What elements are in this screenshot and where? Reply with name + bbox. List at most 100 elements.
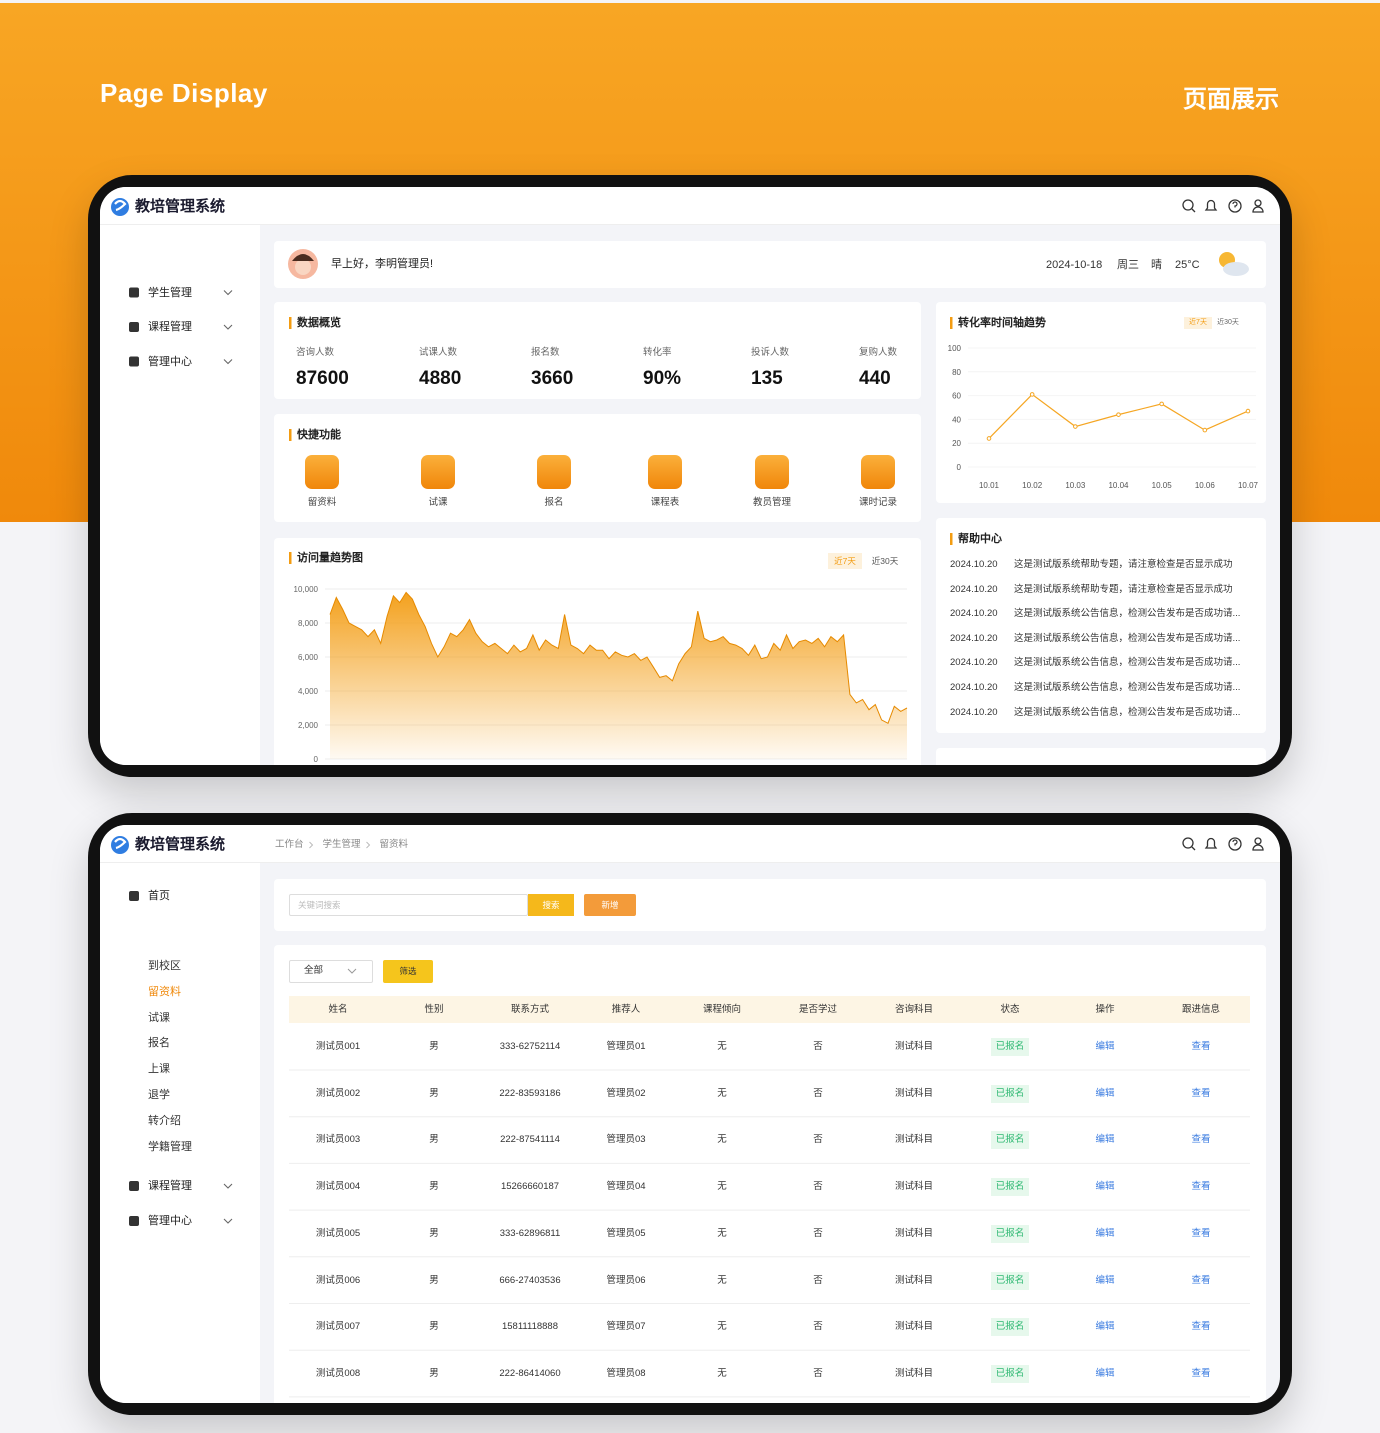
table-cell: 222-87541114	[500, 1134, 560, 1146]
table-cell: 男	[429, 1367, 439, 1379]
submenu-item[interactable]: 上课	[148, 1063, 170, 1076]
help-text[interactable]: 这是测试版系统帮助专题，请注意检查是否显示成功	[1014, 559, 1233, 570]
table-cell: 222-86414060	[499, 1367, 561, 1379]
action-link[interactable]: 查看	[1191, 1181, 1211, 1193]
table-cell: 否	[813, 1274, 823, 1286]
stat-label: 报名数	[531, 347, 560, 358]
menu-item[interactable]: 首页	[148, 252, 170, 264]
quick-label[interactable]: 课时记录	[858, 497, 897, 508]
quick-label[interactable]: 留资料	[307, 497, 337, 508]
card-title: 帮助中心	[958, 533, 1002, 545]
weekday: 周三	[1117, 259, 1139, 271]
weather: 晴	[1151, 259, 1162, 271]
help-date: 2024.10.20	[950, 657, 998, 669]
table-cell: 测试员003	[315, 1134, 361, 1146]
search-input[interactable]	[289, 894, 528, 916]
range-option[interactable]: 近30天	[871, 556, 899, 566]
stat-value: 3660	[531, 368, 574, 389]
action-link[interactable]: 查看	[1191, 1367, 1211, 1379]
action-link[interactable]: 编辑	[1095, 1321, 1115, 1333]
help-date: 2024.10.20	[950, 682, 998, 693]
status-tag: 已报名	[991, 1271, 1029, 1290]
action-link[interactable]: 编辑	[1095, 1041, 1115, 1052]
help-date: 2024.10.20	[950, 706, 998, 718]
action-link[interactable]: 查看	[1191, 1087, 1211, 1099]
table-cell: 男	[429, 1181, 439, 1193]
status-tag: 已报名	[991, 1131, 1029, 1150]
action-link[interactable]: 编辑	[1095, 1087, 1115, 1099]
table-cell: 无	[717, 1134, 727, 1146]
breadcrumb[interactable]: 留资料	[379, 839, 409, 850]
action-link[interactable]: 查看	[1191, 1321, 1211, 1333]
quick-icon[interactable]	[421, 455, 455, 489]
quick-label[interactable]: 教员管理	[752, 497, 791, 508]
menu-item[interactable]: 学生管理	[148, 286, 192, 299]
stat-label: 试课人数	[419, 347, 458, 358]
table-cell: 管理员08	[606, 1367, 646, 1379]
table-cell: 333-62896811	[499, 1227, 561, 1239]
card	[936, 748, 1266, 765]
submenu-item[interactable]: 转介绍	[148, 1114, 181, 1127]
range-option[interactable]: 近30天	[1217, 319, 1239, 326]
quick-icon[interactable]	[755, 455, 789, 489]
range-option[interactable]: 近7天	[1184, 317, 1212, 329]
range-option[interactable]: 近7天	[828, 553, 862, 569]
action-link[interactable]: 查看	[1191, 1134, 1211, 1146]
table-cell: 管理员05	[606, 1227, 646, 1239]
quick-label[interactable]: 课程表	[650, 497, 680, 508]
table-cell: 测试员004	[315, 1181, 361, 1193]
status-tag: 已报名	[991, 1084, 1029, 1103]
action-link[interactable]: 编辑	[1095, 1227, 1115, 1239]
quick-label[interactable]: 试课	[428, 497, 448, 508]
status-tag: 已报名	[991, 1364, 1029, 1383]
table-cell: 测试科目	[894, 1227, 933, 1239]
stat-value: 440	[859, 368, 891, 389]
card	[274, 414, 921, 522]
table-cell: 测试科目	[894, 1087, 933, 1099]
table-cell: 管理员02	[606, 1087, 646, 1099]
column-header: 性别	[424, 1004, 444, 1015]
top-bar	[100, 825, 1280, 863]
table-cell: 15266660187	[500, 1181, 560, 1193]
top-bar	[100, 187, 1280, 225]
page-title-cn: 页面展示	[1183, 86, 1279, 113]
action-link[interactable]: 编辑	[1095, 1181, 1115, 1193]
quick-icon[interactable]	[537, 455, 571, 489]
table-cell: 管理员04	[606, 1181, 646, 1193]
column-header: 操作	[1095, 1004, 1115, 1015]
add-button[interactable]: 新增	[584, 894, 636, 916]
action-link[interactable]: 查看	[1191, 1041, 1211, 1052]
stat-label: 咨询人数	[296, 347, 335, 358]
quick-icon[interactable]	[305, 455, 339, 489]
table-cell: 无	[717, 1274, 727, 1286]
filter-select[interactable]	[289, 960, 373, 983]
menu-item[interactable]: 学生管理	[148, 924, 192, 936]
action-link[interactable]: 查看	[1191, 1227, 1211, 1239]
quick-icon[interactable]	[648, 455, 682, 489]
column-header: 姓名	[328, 1004, 348, 1015]
help-text[interactable]: 这是测试版系统公告信息，检测公告发布是否成功请...	[1014, 632, 1241, 644]
quick-label[interactable]: 报名	[544, 497, 564, 508]
action-link[interactable]: 编辑	[1095, 1274, 1115, 1286]
action-link[interactable]: 编辑	[1095, 1134, 1115, 1146]
table-cell: 测试员001	[315, 1041, 361, 1052]
table-cell: 222-83593186	[499, 1087, 561, 1099]
action-link[interactable]: 编辑	[1095, 1367, 1115, 1379]
column-header: 课程倾向	[702, 1004, 741, 1015]
action-link[interactable]: 查看	[1191, 1274, 1211, 1286]
table-cell: 否	[813, 1321, 823, 1333]
table-cell: 测试科目	[894, 1274, 933, 1286]
search-button[interactable]: 搜索	[528, 894, 574, 916]
breadcrumb[interactable]: 学生管理	[322, 839, 361, 850]
stat-label: 投诉人数	[751, 347, 790, 358]
help-text[interactable]: 这是测试版系统公告信息，检测公告发布是否成功请...	[1014, 608, 1241, 620]
help-text[interactable]: 这是测试版系统公告信息，检测公告发布是否成功请...	[1014, 682, 1241, 693]
quick-icon[interactable]	[861, 455, 895, 489]
table-cell: 测试员005	[315, 1227, 361, 1239]
help-text[interactable]: 这是测试版系统公告信息，检测公告发布是否成功请...	[1014, 706, 1241, 718]
help-text[interactable]: 这是测试版系统公告信息，检测公告发布是否成功请...	[1014, 657, 1241, 669]
table-cell: 管理员01	[606, 1041, 646, 1052]
greeting-card	[274, 241, 1266, 288]
filter-button[interactable]: 筛选	[383, 960, 433, 983]
help-text[interactable]: 这是测试版系统帮助专题，请注意检查是否显示成功	[1014, 583, 1233, 595]
